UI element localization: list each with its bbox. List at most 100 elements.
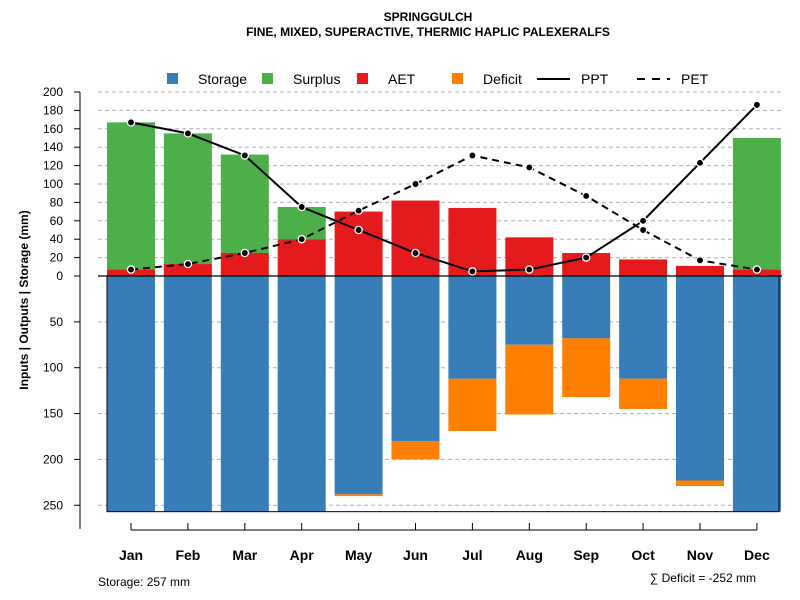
aet-bar	[448, 207, 497, 276]
storage-summary: Storage: 257 mm	[98, 575, 190, 589]
aet-bar	[619, 259, 668, 276]
ppt-point	[525, 265, 534, 274]
y-tick-label: 50	[50, 315, 64, 329]
pet-point	[581, 191, 591, 201]
ppt-point	[581, 253, 591, 262]
pet-point	[297, 234, 306, 244]
legend: Storage Surplus AET Deficit PPT PET	[167, 71, 709, 87]
y-tick-label: 20	[50, 251, 64, 265]
ppt-point	[752, 100, 762, 110]
legend-label-surplus: Surplus	[293, 71, 340, 87]
aet-bar	[163, 264, 212, 276]
y-tick-label: 250	[43, 498, 63, 512]
surplus-bar	[163, 133, 212, 265]
storage-bar	[732, 276, 781, 512]
deficit-bar	[562, 338, 611, 398]
month-label: Feb	[175, 547, 200, 563]
ppt-point	[638, 216, 648, 226]
y-tick-label: 40	[50, 232, 64, 246]
legend-label-pet: PET	[681, 71, 709, 87]
surplus-bar	[732, 138, 781, 270]
month-label: Oct	[631, 547, 655, 563]
ppt-point	[240, 151, 250, 160]
storage-bar	[619, 276, 668, 379]
storage-bar	[220, 276, 269, 512]
deficit-bar	[391, 441, 440, 460]
legend-swatch-surplus	[262, 73, 273, 84]
ppt-point	[411, 248, 420, 258]
legend-swatch-storage	[167, 73, 178, 84]
deficit-bar	[448, 378, 497, 431]
y-tick-label: 120	[43, 159, 63, 173]
chart-title: SPRINGGULCH	[384, 10, 473, 24]
y-tick-label: 100	[43, 177, 63, 191]
ppt-point	[126, 118, 136, 127]
bar-layer	[107, 122, 781, 512]
y-tick-label: 180	[43, 103, 63, 117]
month-label: Jun	[403, 547, 428, 563]
aet-bar	[562, 253, 611, 276]
surplus-bar	[277, 207, 326, 240]
y-tick-label: 0	[56, 269, 63, 283]
pet-point	[695, 256, 705, 265]
aet-bar	[220, 253, 269, 276]
aet-bar	[277, 239, 326, 276]
storage-bar	[334, 276, 383, 495]
text-layer: SPRINGGULCH FINE, MIXED, SUPERACTIVE, TH…	[17, 10, 756, 589]
month-label: Jan	[119, 547, 143, 563]
legend-swatch-deficit	[452, 73, 463, 84]
legend-label-storage: Storage	[198, 71, 247, 87]
pet-point	[126, 265, 136, 274]
pet-point	[354, 206, 363, 215]
month-label: Sep	[573, 547, 599, 563]
deficit-bar	[334, 494, 383, 497]
storage-bar	[107, 276, 155, 512]
pet-point	[752, 265, 762, 274]
pet-point	[411, 179, 420, 189]
ppt-point	[297, 202, 306, 212]
y-tick-label: 60	[50, 214, 64, 228]
pet-point	[183, 259, 193, 269]
storage-bar	[391, 276, 440, 442]
ppt-line	[130, 104, 758, 273]
ppt-point	[695, 158, 705, 168]
y-axis-label: Inputs | Outputs | Storage (mm)	[17, 210, 31, 389]
ppt-point	[468, 267, 477, 276]
y-tick-label: 100	[43, 361, 63, 375]
month-label: Dec	[744, 547, 770, 563]
y-tick-label: 200	[43, 85, 63, 99]
axis-layer: 2001801601401201008060402005010015020025…	[43, 85, 782, 563]
ppt-point	[183, 129, 193, 138]
deficit-bar	[619, 378, 668, 409]
pet-point	[468, 151, 477, 160]
y-tick-label: 160	[43, 122, 63, 136]
y-tick-label: 80	[50, 195, 64, 209]
surplus-bar	[107, 122, 155, 270]
legend-label-ppt: PPT	[581, 71, 609, 87]
legend-label-deficit: Deficit	[483, 71, 522, 87]
deficit-bar	[505, 344, 554, 415]
pet-point	[525, 163, 534, 172]
month-label: Mar	[232, 547, 257, 563]
y-tick-label: 150	[43, 407, 63, 421]
deficit-summary: ∑ Deficit = -252 mm	[650, 571, 756, 585]
pet-point	[240, 248, 250, 258]
ppt-point	[354, 225, 363, 235]
deficit-bar	[676, 480, 724, 486]
legend-label-aet: AET	[388, 71, 416, 87]
month-label: May	[345, 547, 372, 563]
y-tick-label: 140	[43, 140, 63, 154]
y-tick-label: 200	[43, 452, 63, 466]
grid-layer	[98, 91, 782, 506]
storage-bar	[163, 276, 212, 512]
storage-bar	[676, 276, 724, 481]
surplus-bar	[220, 154, 269, 253]
month-label: Apr	[290, 547, 315, 563]
storage-bar	[277, 276, 326, 512]
storage-bar	[562, 276, 611, 339]
chart-subtitle: FINE, MIXED, SUPERACTIVE, THERMIC HAPLIC…	[246, 25, 610, 39]
storage-bar	[505, 276, 554, 345]
month-label: Aug	[516, 547, 543, 563]
legend-swatch-aet	[357, 73, 368, 84]
aet-bar	[391, 200, 440, 276]
